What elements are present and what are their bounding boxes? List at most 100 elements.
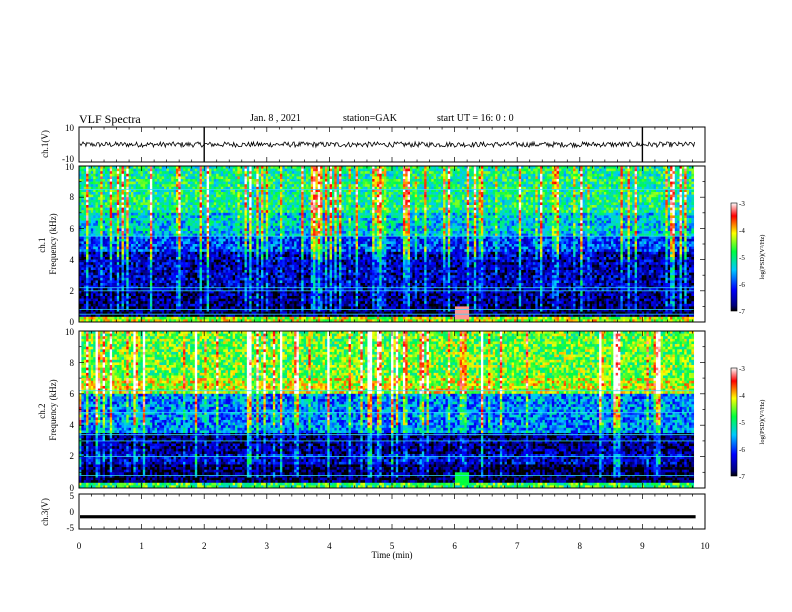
heatmap-cell [204,169,207,172]
heatmap-cell [93,195,96,198]
heatmap-cell [107,174,110,177]
heatmap-cell [190,179,193,182]
heatmap-cell [219,205,222,208]
heatmap-cell [204,293,207,296]
heatmap-cell [176,260,179,263]
heatmap-cell [105,296,108,299]
heatmap-cell [159,202,162,205]
heatmap-cell [119,174,122,177]
heatmap-cell [181,252,184,255]
heatmap-cell [126,226,129,229]
heatmap-cell [124,182,127,185]
heatmap-cell [200,317,203,320]
heatmap-cell [221,208,224,211]
heatmap-cell [202,176,205,179]
heatmap-cell [107,171,110,174]
heatmap-cell [214,270,217,273]
heatmap-cell [174,179,177,182]
heatmap-cell [207,179,210,182]
heatmap-cell [150,231,153,234]
heatmap-cell [195,317,198,320]
heatmap-cell [209,306,212,309]
heatmap-cell [138,306,141,309]
heatmap-cell [219,296,222,299]
heatmap-cell [122,260,125,263]
heatmap-cell [114,304,117,307]
heatmap-cell [216,218,219,221]
heatmap-cell [81,231,84,234]
heatmap-cell [159,171,162,174]
heatmap-cell [131,247,134,250]
heatmap-cell [138,210,141,213]
heatmap-cell [192,249,195,252]
heatmap-cell [195,304,198,307]
heatmap-cell [98,296,101,299]
heatmap-cell [202,213,205,216]
heatmap-cell [159,223,162,226]
heatmap-cell [211,179,214,182]
heatmap-cell [190,176,193,179]
heatmap-cell [88,296,91,299]
heatmap-cell [171,296,174,299]
heatmap-cell [162,228,165,231]
heatmap-cell [124,280,127,283]
heatmap-cell [219,254,222,257]
heatmap-cell [133,249,136,252]
heatmap-cell [143,213,146,216]
heatmap-cell [93,197,96,200]
heatmap-cell [88,244,91,247]
heatmap-cell [140,265,143,268]
heatmap-cell [86,304,89,307]
heatmap-cell [86,182,89,185]
heatmap-cell [143,283,146,286]
heatmap-cell [216,182,219,185]
heatmap-cell [164,304,167,307]
heatmap-cell [103,192,106,195]
heatmap-cell [169,179,172,182]
heatmap-cell [164,257,167,260]
heatmap-cell [81,301,84,304]
heatmap-cell [183,293,186,296]
heatmap-cell [148,176,151,179]
heatmap-cell [126,171,129,174]
heatmap-cell [214,169,217,172]
heatmap-cell [110,213,113,216]
heatmap-cell [112,202,115,205]
heatmap-cell [176,184,179,187]
heatmap-cell [211,278,214,281]
heatmap-cell [114,210,117,213]
heatmap-cell [169,301,172,304]
heatmap-cell [98,184,101,187]
heatmap-cell [84,231,87,234]
heatmap-cell [207,176,210,179]
heatmap-cell [96,296,99,299]
heatmap-cell [216,205,219,208]
heatmap-cell [211,197,214,200]
heatmap-cell [93,210,96,213]
heatmap-cell [159,215,162,218]
heatmap-cell [197,228,200,231]
heatmap-cell [185,267,188,270]
heatmap-cell [169,275,172,278]
heatmap-cell [164,247,167,250]
heatmap-cell [84,184,87,187]
heatmap-cell [171,182,174,185]
heatmap-cell [181,213,184,216]
heatmap-cell [159,249,162,252]
heatmap-cell [107,249,110,252]
heatmap-cell [204,273,207,276]
heatmap-cell [88,182,91,185]
heatmap-cell [122,275,125,278]
heatmap-cell [155,208,158,211]
heatmap-cell [114,215,117,218]
heatmap-cell [124,270,127,273]
heatmap-cell [150,317,153,320]
heatmap-cell [221,260,224,263]
heatmap-cell [84,182,87,185]
heatmap-cell [98,179,101,182]
heatmap-cell [178,317,181,320]
heatmap-cell [105,195,108,198]
heatmap-cell [207,202,210,205]
heatmap-cell [157,226,160,229]
heatmap-cell [152,195,155,198]
